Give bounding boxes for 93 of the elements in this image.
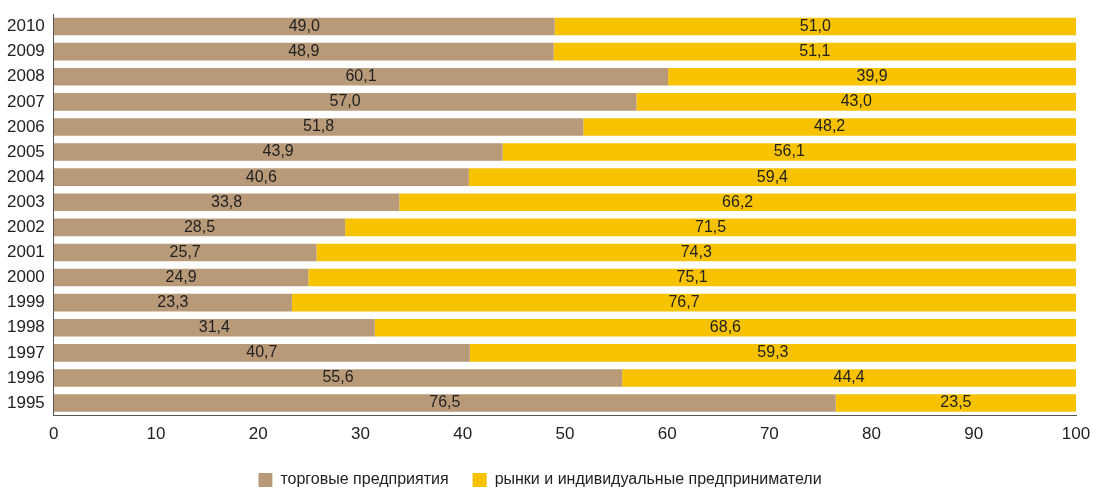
data-label: 59,3 <box>757 343 789 361</box>
bar <box>53 369 623 387</box>
data-label: 49,0 <box>288 16 320 34</box>
data-label: 39,9 <box>856 67 888 85</box>
legend-label: торговые предприятия <box>280 470 449 488</box>
x-tick-label: 90 <box>964 424 984 444</box>
x-tick-label: 0 <box>49 424 59 444</box>
bar <box>53 318 375 337</box>
bar <box>469 344 1076 362</box>
y-tick-label: 2005 <box>6 141 45 161</box>
x-tick-label: 100 <box>1061 424 1091 444</box>
data-label: 40,7 <box>246 343 278 361</box>
bar <box>291 293 1076 312</box>
data-label: 56,1 <box>773 142 805 160</box>
bar <box>53 168 469 186</box>
bar <box>308 268 1076 287</box>
y-tick-label: 2006 <box>6 116 45 136</box>
bar <box>53 118 584 136</box>
bar <box>53 17 555 36</box>
data-label: 31,4 <box>198 318 230 336</box>
data-label: 48,2 <box>814 117 846 135</box>
y-tick-label: 1996 <box>6 367 45 387</box>
data-label: 57,0 <box>329 92 361 110</box>
bar <box>835 394 1076 412</box>
data-label: 40,6 <box>245 167 277 185</box>
bar <box>53 193 400 212</box>
data-label: 59,4 <box>756 167 789 185</box>
x-tick-label: 20 <box>248 424 268 444</box>
x-tick-label: 60 <box>657 424 677 444</box>
data-label: 68,6 <box>709 318 742 336</box>
y-tick-label: 2010 <box>6 16 45 36</box>
bar <box>554 17 1076 36</box>
data-label: 74,3 <box>680 242 712 260</box>
bar <box>316 243 1076 262</box>
y-tick-label: 2000 <box>6 267 45 287</box>
y-tick-label: 1997 <box>6 342 45 362</box>
data-label: 33,8 <box>211 192 243 210</box>
y-tick-label: 2002 <box>6 217 45 237</box>
data-label: 48,9 <box>288 42 320 60</box>
y-tick-label: 2007 <box>6 91 45 111</box>
data-label: 43,0 <box>840 92 872 110</box>
bar <box>53 394 836 412</box>
bar <box>53 293 292 312</box>
y-tick-label: 1998 <box>6 317 45 337</box>
data-label: 28,5 <box>183 217 216 235</box>
y-tick-label: 2008 <box>6 66 45 86</box>
data-label: 66,2 <box>722 192 754 210</box>
data-label: 25,7 <box>169 242 201 260</box>
bar <box>53 268 309 287</box>
y-tick-label: 2001 <box>6 242 45 262</box>
data-label: 60,1 <box>345 67 377 85</box>
data-label: 23,5 <box>940 393 972 411</box>
x-tick-label: 50 <box>555 424 575 444</box>
bar <box>345 218 1076 237</box>
data-label: 43,9 <box>262 142 294 160</box>
bar <box>53 42 554 61</box>
bar <box>53 243 317 262</box>
y-tick-label: 1999 <box>6 292 45 312</box>
x-tick-label: 10 <box>146 424 166 444</box>
bar <box>374 318 1076 337</box>
bar <box>636 93 1076 111</box>
bar <box>622 369 1076 387</box>
bar <box>583 118 1076 136</box>
bar <box>553 42 1076 61</box>
data-label: 55,6 <box>322 368 354 386</box>
bar <box>668 67 1076 86</box>
data-label: 51,1 <box>799 42 831 60</box>
bar <box>53 344 470 362</box>
data-label: 51,0 <box>799 16 832 34</box>
bar <box>468 168 1076 186</box>
bar <box>53 93 637 111</box>
data-label: 44,4 <box>833 368 865 386</box>
y-tick-label: 1995 <box>6 392 45 412</box>
bar <box>502 143 1076 161</box>
data-label: 76,5 <box>429 393 461 411</box>
data-label: 23,3 <box>157 293 189 311</box>
y-tick-label: 2004 <box>6 166 45 186</box>
y-tick-label: 2009 <box>6 41 45 61</box>
data-label: 24,9 <box>165 267 197 285</box>
x-tick-label: 30 <box>351 424 370 444</box>
bar <box>53 143 503 161</box>
data-label: 75,1 <box>676 267 708 285</box>
bar <box>399 193 1076 212</box>
data-label: 51,8 <box>302 117 335 135</box>
y-tick-label: 2003 <box>6 191 45 211</box>
x-tick-label: 40 <box>453 424 473 444</box>
x-tick-label: 70 <box>759 424 779 444</box>
legend-label: рынки и индивидуальные предприниматели <box>494 470 822 488</box>
data-label: 71,5 <box>695 217 727 235</box>
data-label: 76,7 <box>668 293 700 311</box>
bar <box>53 218 346 237</box>
bar <box>53 67 669 86</box>
x-tick-label: 80 <box>862 424 882 444</box>
